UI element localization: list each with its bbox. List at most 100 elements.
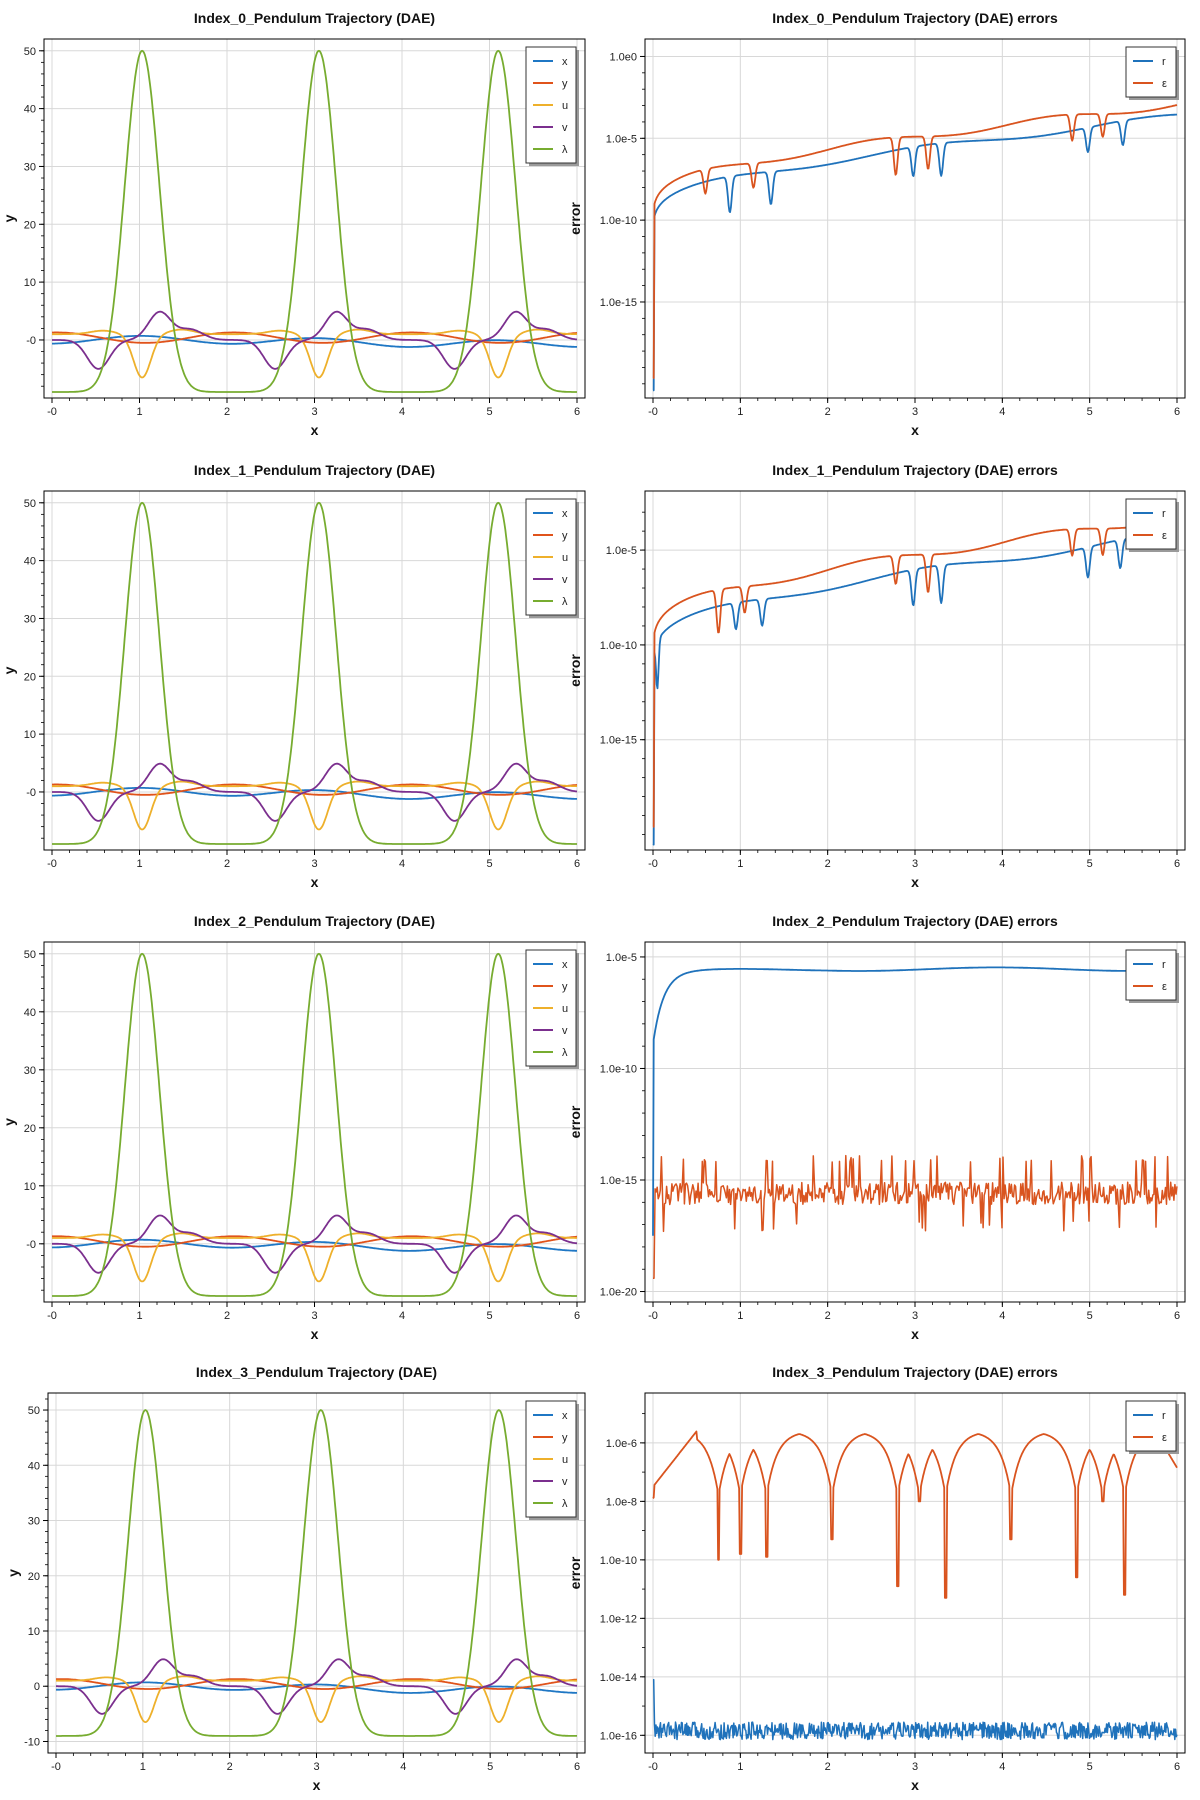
series-line-x xyxy=(52,335,577,348)
series-line-lambda xyxy=(52,952,577,1297)
legend-entry: λ xyxy=(562,1498,568,1510)
y-tick-label: 1.0e-15 xyxy=(600,297,637,309)
y-tick-label: 1.0e-5 xyxy=(606,133,637,145)
x-tick-label: 2 xyxy=(224,858,230,870)
plot-frame xyxy=(43,38,586,399)
chart-panel-7: Index_3_Pendulum Trajectory (DAE) errors… xyxy=(567,1364,1186,1793)
x-tick-label: 6 xyxy=(1174,858,1180,870)
x-tick-label: 3 xyxy=(912,1761,918,1773)
y-tick-label: 30 xyxy=(24,161,36,173)
y-tick-label: 20 xyxy=(24,219,36,231)
plot-frame xyxy=(644,490,1186,851)
y-axis-label: error xyxy=(567,202,583,235)
legend-entry: ε xyxy=(1162,981,1167,993)
legend-entry: x xyxy=(562,959,568,971)
series-line-u xyxy=(52,1232,577,1283)
x-tick-label: 1 xyxy=(136,406,142,418)
chart-title: Index_2_Pendulum Trajectory (DAE) errors xyxy=(772,913,1058,929)
legend-entry: u xyxy=(562,552,568,564)
x-axis-label: x xyxy=(313,1777,321,1793)
x-tick-label: 5 xyxy=(486,406,492,418)
y-tick-label: 1.0e-15 xyxy=(600,1175,637,1187)
y-tick-label: -0 xyxy=(26,335,36,347)
series-line-x xyxy=(51,1238,577,1252)
plot-frame xyxy=(644,941,1186,1303)
series-line-y xyxy=(52,1235,578,1248)
y-axis-label: error xyxy=(567,1105,583,1138)
series-line-v xyxy=(52,762,578,822)
x-tick-label: 5 xyxy=(1087,1761,1093,1773)
plot-series xyxy=(52,501,578,845)
legend-entry: v xyxy=(562,1025,568,1037)
plot-series xyxy=(51,952,578,1297)
x-tick-label: 4 xyxy=(999,858,1005,870)
legend-entry: λ xyxy=(562,1047,568,1059)
chart-panel-6: Index_3_Pendulum Trajectory (DAE) -0 1 2 3 4 5… xyxy=(5,1364,586,1793)
plot-series xyxy=(652,1430,1178,1741)
x-tick-label: 6 xyxy=(1174,1310,1180,1322)
series-line-v xyxy=(52,1214,578,1274)
plot-frame xyxy=(644,38,1186,399)
x-tick-label: 5 xyxy=(1087,406,1093,418)
legend-entry: v xyxy=(562,1476,568,1488)
y-tick-label: -0 xyxy=(26,787,36,799)
y-tick-label: 1.0e0 xyxy=(609,51,637,63)
x-tick-label: 3 xyxy=(311,858,317,870)
y-tick-label: 20 xyxy=(24,671,36,683)
series-line-r xyxy=(652,113,1178,392)
x-tick-label: -0 xyxy=(648,1310,658,1322)
legend-entry: r xyxy=(1162,959,1166,971)
x-tick-label: 3 xyxy=(311,406,317,418)
legend-entry: u xyxy=(562,1003,568,1015)
y-tick-label: 50 xyxy=(28,1405,40,1417)
legend-entry: y xyxy=(562,78,568,90)
y-tick-label: 1.0e-5 xyxy=(606,952,637,964)
x-axis-label: x xyxy=(311,1326,319,1342)
y-tick-label: 30 xyxy=(28,1516,40,1528)
y-tick-label: 0 xyxy=(34,1681,40,1693)
series-line-x xyxy=(56,1681,577,1694)
x-tick-label: 6 xyxy=(574,1761,580,1773)
y-tick-label: 10 xyxy=(24,1181,36,1193)
x-tick-label: 2 xyxy=(227,1761,233,1773)
y-tick-label: 10 xyxy=(28,1626,40,1638)
x-tick-label: 2 xyxy=(825,406,831,418)
y-tick-label: 40 xyxy=(24,104,36,116)
series-line-u xyxy=(52,780,577,831)
x-tick-label: 2 xyxy=(825,1761,831,1773)
y-tick-label: 40 xyxy=(28,1460,40,1472)
x-axis-label: x xyxy=(911,1326,919,1342)
y-tick-label: 1.0e-10 xyxy=(600,215,637,227)
y-tick-label: 1.0e-16 xyxy=(600,1730,637,1742)
x-tick-label: 5 xyxy=(486,1310,492,1322)
legend xyxy=(1125,46,1177,98)
series-line-y xyxy=(52,783,578,796)
x-tick-label: 5 xyxy=(1087,858,1093,870)
x-axis-label: x xyxy=(911,874,919,890)
chart-panel-1: Index_0_Pendulum Trajectory (DAE) errors… xyxy=(567,10,1186,438)
y-tick-label: 30 xyxy=(24,1065,36,1077)
y-tick-label: 1.0e-10 xyxy=(600,640,637,652)
y-tick-label: 1.0e-5 xyxy=(606,545,637,557)
x-tick-label: 1 xyxy=(140,1761,146,1773)
x-tick-label: 4 xyxy=(999,1761,1005,1773)
x-tick-label: 2 xyxy=(224,1310,230,1322)
series-line-r xyxy=(652,966,1178,1236)
series-line-u xyxy=(56,1675,577,1723)
series-line-v xyxy=(52,310,578,370)
x-tick-label: 3 xyxy=(912,1310,918,1322)
series-line-eps xyxy=(653,1154,1178,1279)
y-tick-label: 1.0e-12 xyxy=(600,1613,637,1625)
plot-frame xyxy=(644,1392,1186,1754)
legend xyxy=(1125,498,1177,550)
x-tick-label: 2 xyxy=(825,858,831,870)
x-tick-label: 6 xyxy=(1174,1761,1180,1773)
legend-entry: λ xyxy=(562,144,568,156)
x-tick-label: -0 xyxy=(47,1310,57,1322)
x-tick-label: -0 xyxy=(648,858,658,870)
legend-entry: v xyxy=(562,574,568,586)
x-tick-label: 4 xyxy=(399,858,405,870)
chart-title: Index_1_Pendulum Trajectory (DAE) xyxy=(194,462,435,478)
x-tick-label: -0 xyxy=(51,1761,61,1773)
x-tick-label: 3 xyxy=(313,1761,319,1773)
